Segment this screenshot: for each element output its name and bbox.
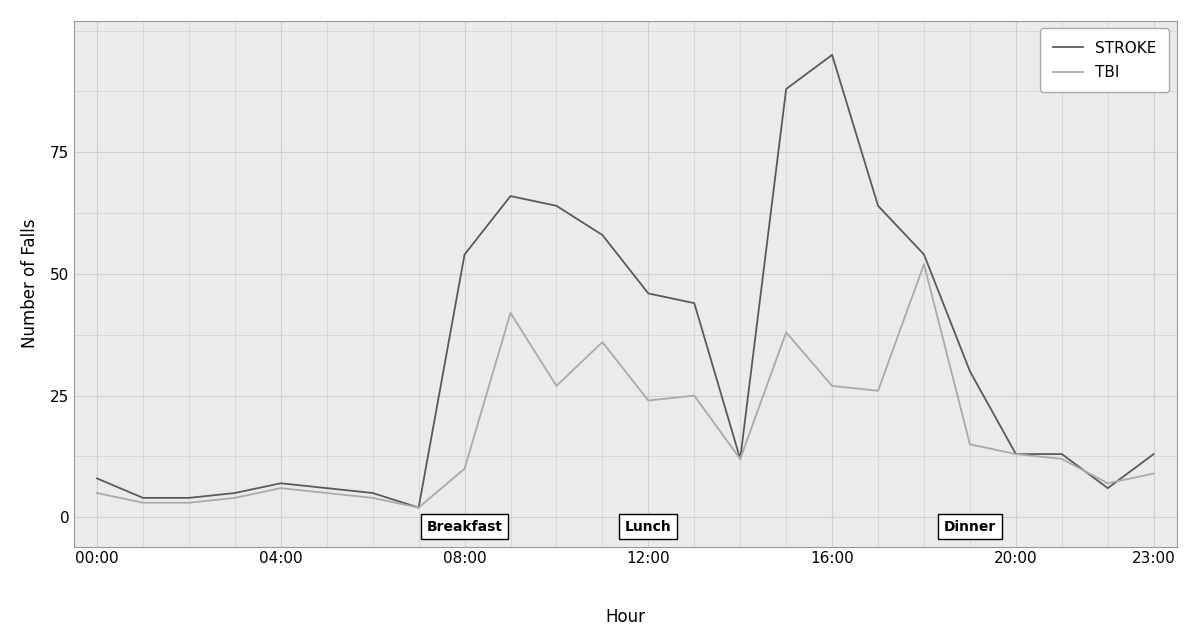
STROKE	[274, 480, 288, 487]
Text: Dinner: Dinner	[944, 520, 996, 534]
TBI	[962, 440, 977, 448]
Legend: STROKE, TBI: STROKE, TBI	[1040, 28, 1169, 92]
STROKE	[733, 455, 748, 463]
TBI	[871, 387, 886, 395]
STROKE	[688, 299, 702, 307]
TBI	[779, 329, 793, 336]
STROKE	[366, 489, 380, 497]
STROKE	[1100, 484, 1115, 492]
TBI	[274, 484, 288, 492]
STROKE	[595, 231, 610, 239]
X-axis label: Hour: Hour	[605, 608, 646, 626]
TBI	[457, 465, 472, 473]
TBI	[90, 489, 104, 497]
STROKE	[641, 289, 655, 297]
TBI	[1100, 480, 1115, 487]
TBI	[1146, 469, 1160, 477]
TBI	[181, 499, 196, 507]
STROKE	[136, 494, 150, 502]
TBI	[228, 494, 242, 502]
TBI	[136, 499, 150, 507]
STROKE	[90, 475, 104, 482]
TBI	[824, 382, 839, 390]
STROKE	[962, 367, 977, 375]
TBI	[595, 338, 610, 346]
STROKE	[1055, 450, 1069, 458]
STROKE	[1009, 450, 1024, 458]
Line: TBI: TBI	[97, 264, 1153, 507]
TBI	[688, 392, 702, 399]
STROKE	[503, 192, 517, 200]
TBI	[412, 503, 426, 511]
Y-axis label: Number of Falls: Number of Falls	[20, 219, 38, 349]
STROKE	[871, 202, 886, 210]
STROKE	[228, 489, 242, 497]
TBI	[733, 455, 748, 463]
STROKE	[1146, 450, 1160, 458]
TBI	[319, 489, 334, 497]
Text: Breakfast: Breakfast	[426, 520, 503, 534]
TBI	[550, 382, 564, 390]
TBI	[1055, 455, 1069, 463]
STROKE	[779, 85, 793, 93]
STROKE	[824, 51, 839, 59]
STROKE	[550, 202, 564, 210]
Line: STROKE: STROKE	[97, 55, 1153, 507]
STROKE	[457, 251, 472, 258]
TBI	[641, 397, 655, 404]
STROKE	[181, 494, 196, 502]
STROKE	[319, 484, 334, 492]
STROKE	[412, 503, 426, 511]
Text: Lunch: Lunch	[625, 520, 672, 534]
TBI	[1009, 450, 1024, 458]
TBI	[917, 260, 931, 268]
TBI	[503, 309, 517, 317]
TBI	[366, 494, 380, 502]
STROKE	[917, 251, 931, 258]
